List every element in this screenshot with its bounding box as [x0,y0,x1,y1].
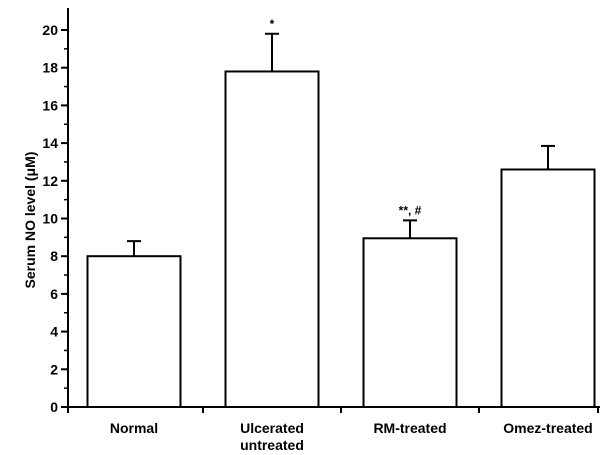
significance-label-ulcerated-untreated: * [270,17,275,31]
y-tick-label: 6 [50,286,58,302]
y-tick-label: 14 [42,135,58,151]
bar-ulcerated-untreated [224,70,320,408]
plot-area: 0 2 4 6 8 10 12 14 16 18 20 Normal * Ulcerateduntreat… [42,8,600,453]
y-tick-label: 16 [42,97,58,113]
y-tick-label: 2 [50,361,58,377]
bar-rm-treated [362,237,458,408]
y-axis-title-part-1: Serum NO level ( [22,176,38,288]
y-axis-title-mu: μ [22,168,38,177]
y-tick-label: 8 [50,248,58,264]
y-axis-title-part-2: M) [22,152,38,168]
x-category-label: Ulcerated [240,420,304,436]
significance-label-rm-treated: **, # [399,203,422,217]
x-category-label: untreated [240,437,304,453]
x-category-label: Omez-treated [503,420,592,436]
x-category-label: Normal [110,420,158,436]
x-category-label: RM-treated [373,420,446,436]
y-axis-title: Serum NO level (μM) [22,152,38,289]
bar-normal [86,255,182,409]
bar-omez-treated [500,168,596,408]
y-tick-label: 12 [42,173,58,189]
y-tick-label: 10 [42,211,58,227]
y-tick-label: 20 [42,22,58,38]
svg-text:Serum NO level (μM): Serum NO level (μM) [22,152,38,289]
y-tick-label: 4 [50,324,58,340]
y-tick-label: 18 [42,60,58,76]
y-tick-label: 0 [50,399,58,415]
